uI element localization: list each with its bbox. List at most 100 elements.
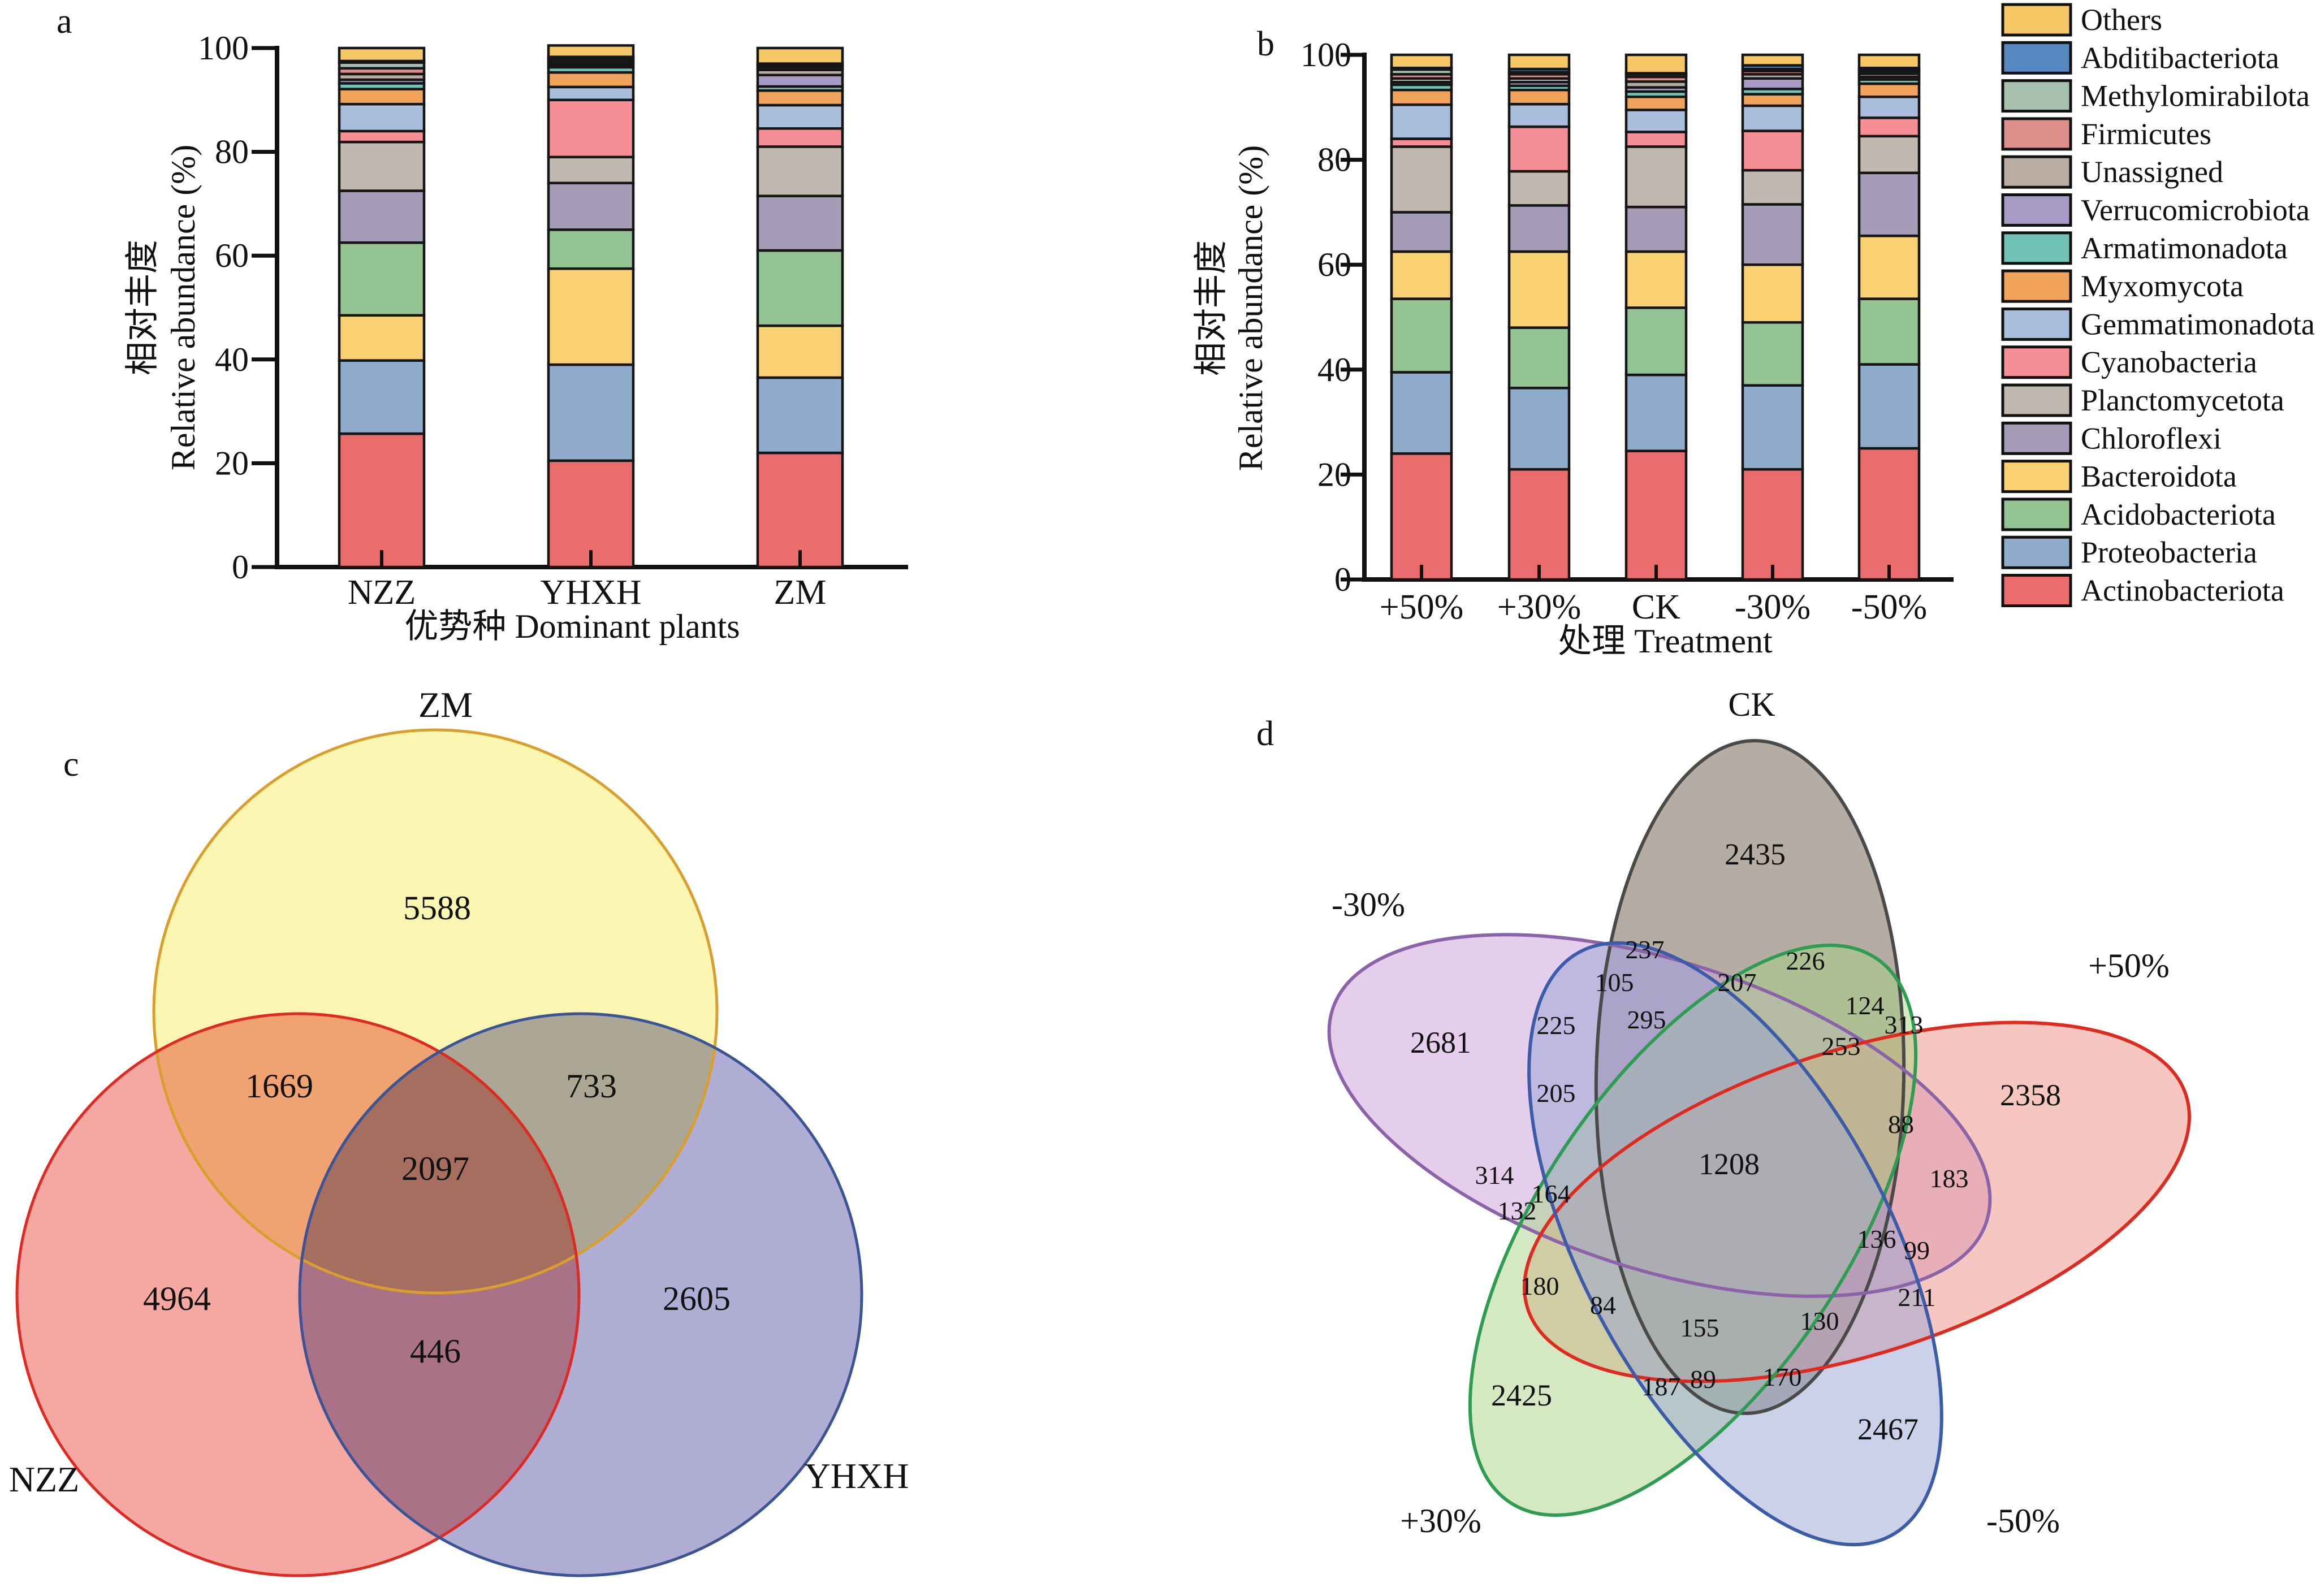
legend-swatch — [2001, 307, 2072, 341]
venn-d-outline-+30% — [1468, 944, 1918, 1517]
venn-d-count-314: 314 — [1475, 1161, 1514, 1190]
venn-c-count-NZZ_only: 4964 — [143, 1280, 211, 1317]
panel-a-y-tick-label: 0 — [232, 548, 249, 586]
panel-b-bar--50% — [1857, 53, 1921, 581]
panel-b-y-tick-label: 40 — [1317, 351, 1351, 388]
panel-b-y-tick-label: 60 — [1317, 246, 1351, 283]
panel-b-segment-Others — [1857, 53, 1921, 70]
panel-b-y-tick-label: 0 — [1334, 561, 1351, 598]
venn-d-count-183: 183 — [1930, 1164, 1969, 1193]
panel-a-segment-Chloroflexi — [756, 194, 844, 252]
panel-b-segment-Others — [1390, 53, 1453, 70]
legend-label: Cyanobacteria — [2081, 345, 2257, 379]
panel-b-segment-Bacteroidota — [1624, 250, 1688, 309]
panel-a-x-axis-title: 优势种 Dominant plants — [404, 608, 740, 645]
panel-b-segment-Myxomycota — [1624, 95, 1688, 111]
legend: Others Abditibacteriota Methylomirabilota F… — [2001, 3, 2315, 608]
venn-d-outline-CK — [1594, 739, 1906, 1415]
venn-d-outline--30% — [1327, 933, 1992, 1298]
legend-swatch — [2001, 345, 2072, 379]
venn-d-set-label-ck: CK — [1728, 686, 1775, 723]
panel-a-segment-Gemmatimonadota — [756, 103, 844, 130]
panel-b: 0 20 40 60 80 100 +50% +30% CK -30% -50% — [1300, 36, 1954, 626]
venn-c-count-ZM_only: 5588 — [403, 889, 471, 927]
venn-d-set-label-minus30: -30% — [1332, 886, 1405, 923]
panel-b-segment-Gemmatimonadota — [1741, 104, 1804, 132]
legend-label: Firmicutes — [2081, 117, 2211, 151]
panel-b-segment-Actinobacteriota — [1390, 452, 1453, 581]
panel-b-segment-Bacteroidota — [1741, 263, 1804, 324]
legend-swatch — [2001, 41, 2072, 75]
panel-b-y-tick-label: 80 — [1317, 141, 1351, 179]
venn-d-count-155: 155 — [1680, 1313, 1719, 1342]
panel-b-category-label: +50% — [1380, 588, 1464, 626]
legend-item: Bacteroidota — [2001, 460, 2237, 494]
panel-b-segment-Others — [1741, 53, 1804, 67]
panel-a-segment-Others — [338, 46, 426, 63]
panel-b-segment-Chloroflexi — [1857, 171, 1921, 237]
panel-a-segment-Others — [547, 44, 635, 58]
panel-a-segment-Cyanobacteria — [756, 127, 844, 148]
venn-d-count-295: 295 — [1627, 1005, 1666, 1034]
panel-a-segment-Acidobacteriota — [338, 241, 426, 317]
panel-b-segment-Myxomycota — [1507, 88, 1571, 106]
panel-a-segment-Planctomycetota — [338, 140, 426, 192]
legend-label: Others — [2081, 3, 2162, 37]
venn-c-set-label-zm: ZM — [418, 685, 473, 725]
legend-label: Bacteroidota — [2081, 460, 2237, 494]
panel-b-segment-Bacteroidota — [1857, 234, 1921, 300]
panel-b-segment-Gemmatimonadota — [1857, 95, 1921, 119]
panel-b-segment-Gemmatimonadota — [1624, 109, 1688, 133]
venn-c-fills — [17, 730, 862, 1576]
panel-a-y-tick-label: 100 — [198, 29, 249, 67]
panel-a-segment-Proteobacteria — [547, 363, 635, 462]
venn-d-count-99: 99 — [1904, 1236, 1930, 1265]
panel-b-segment-Gemmatimonadota — [1390, 103, 1453, 140]
panel-a-bar-YHXH — [547, 44, 635, 569]
panel-a-segment-Bacteroidota — [547, 267, 635, 366]
venn-c: 5588 4964 2605 1669 733 446 2097 — [15, 728, 863, 1577]
panel-b-y-axis-title-zh: 相对丰度 — [1192, 240, 1230, 376]
legend-label: Proteobacteria — [2081, 535, 2257, 569]
panel-a-segment-Chloroflexi — [338, 189, 426, 244]
panel-a-category-label: YHXH — [540, 573, 641, 612]
venn-c-count-ZM_YHXH: 733 — [566, 1067, 617, 1105]
panel-b-segment-Planctomycetota — [1390, 145, 1453, 214]
panel-b-segment-Others — [1507, 53, 1571, 71]
legend-swatch — [2001, 155, 2072, 189]
legend-label: Methylomirabilota — [2081, 79, 2310, 113]
panel-b-segment-Actinobacteriota — [1857, 447, 1921, 581]
panel-b-segment-Cyanobacteria — [1741, 129, 1804, 172]
panel-b-segment-Myxomycota — [1857, 82, 1921, 98]
legend-label: Verrucomicrobiota — [2081, 193, 2310, 227]
venn-d-count-105: 105 — [1595, 968, 1634, 997]
panel-a-segment-Myxomycota — [756, 89, 844, 107]
venn-d-count-130: 130 — [1800, 1307, 1839, 1335]
venn-c-count-NZZ_YHXH: 446 — [410, 1333, 461, 1370]
venn-d-count-2435: 2435 — [1725, 837, 1786, 871]
panel-a-segment-Planctomycetota — [547, 155, 635, 184]
venn-c-circle-YHXH — [300, 1014, 862, 1576]
legend-item: Abditibacteriota — [2001, 41, 2279, 75]
panel-a-bar-ZM — [756, 46, 844, 569]
panel-b-segment-Myxomycota — [1741, 93, 1804, 107]
panel-a-segment-Verrucomicrobiota — [756, 73, 844, 88]
venn-d-count-89: 89 — [1690, 1365, 1716, 1394]
venn-d-count-313: 313 — [1885, 1010, 1924, 1039]
panel-b-segment-Cyanobacteria — [1507, 125, 1571, 173]
legend-item: Armatimonadota — [2001, 231, 2288, 265]
panel-b-letter: b — [1257, 25, 1274, 63]
venn-d-count-225: 225 — [1537, 1011, 1576, 1040]
legend-item: Acidobacteriota — [2001, 498, 2276, 531]
venn-d-count-2358: 2358 — [2000, 1078, 2061, 1112]
legend-swatch — [2001, 79, 2072, 113]
panel-b-segment-Planctomycetota — [1624, 145, 1688, 209]
panel-a-y-tick-label: 60 — [215, 237, 249, 274]
panel-b-category-label: CK — [1632, 588, 1680, 626]
panel-b-segment-Proteobacteria — [1624, 373, 1688, 452]
legend-item: Planctomycetota — [2001, 383, 2284, 417]
venn-d-count-2467: 2467 — [1857, 1412, 1919, 1446]
venn-d-count-2681: 2681 — [1410, 1026, 1471, 1059]
panel-b-segment-Bacteroidota — [1507, 250, 1571, 329]
